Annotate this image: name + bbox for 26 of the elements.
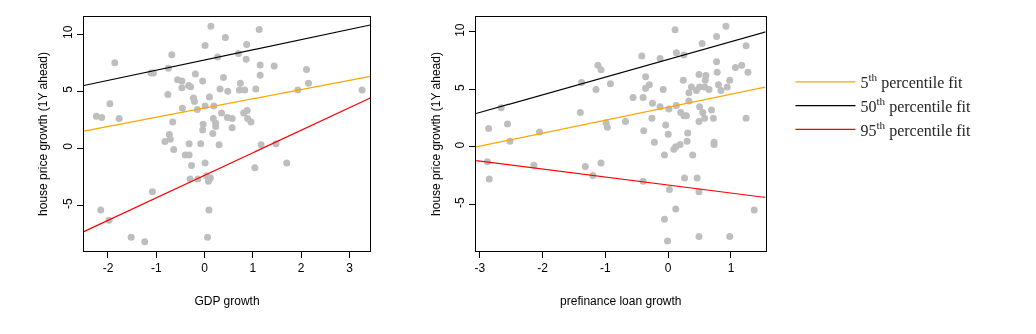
x-axis-title: prefinance loan growth: [560, 294, 682, 309]
x-tick-label: -1: [150, 261, 162, 276]
x-tick-label: 1: [249, 261, 257, 276]
y-tick-label: 5: [61, 85, 76, 93]
x-tick-label: -2: [102, 261, 114, 276]
x-tick-label: -1: [600, 261, 612, 276]
y-axis-title: house price growth (1Y ahead): [428, 52, 443, 216]
x-axis-title: GDP growth: [194, 294, 260, 309]
legend-label: 5$^{th}$ percentile fit: [860, 71, 964, 93]
x-tick-label: 1: [727, 261, 735, 276]
legend-label: 50$^{th}$ percentile fit: [860, 95, 972, 116]
y-tick-label: -5: [453, 196, 468, 208]
x-tick-label: 2: [297, 261, 305, 276]
x-tick-label: 0: [664, 261, 672, 276]
y-tick-label: 10: [453, 23, 468, 37]
y-tick-label: -5: [61, 197, 76, 209]
y-tick-label: 5: [453, 83, 468, 91]
legend-label: 95$^{th}$ percentile fit: [860, 118, 972, 140]
y-tick-label: 10: [61, 25, 76, 39]
x-tick-label: 3: [346, 261, 354, 276]
y-tick-label: 0: [61, 142, 76, 150]
x-tick-label: -3: [474, 261, 486, 276]
y-tick-label: 0: [453, 141, 468, 149]
y-axis-title: house price growth (1Y ahead): [36, 52, 51, 216]
x-tick-label: 0: [201, 261, 209, 276]
x-tick-label: -2: [537, 261, 549, 276]
